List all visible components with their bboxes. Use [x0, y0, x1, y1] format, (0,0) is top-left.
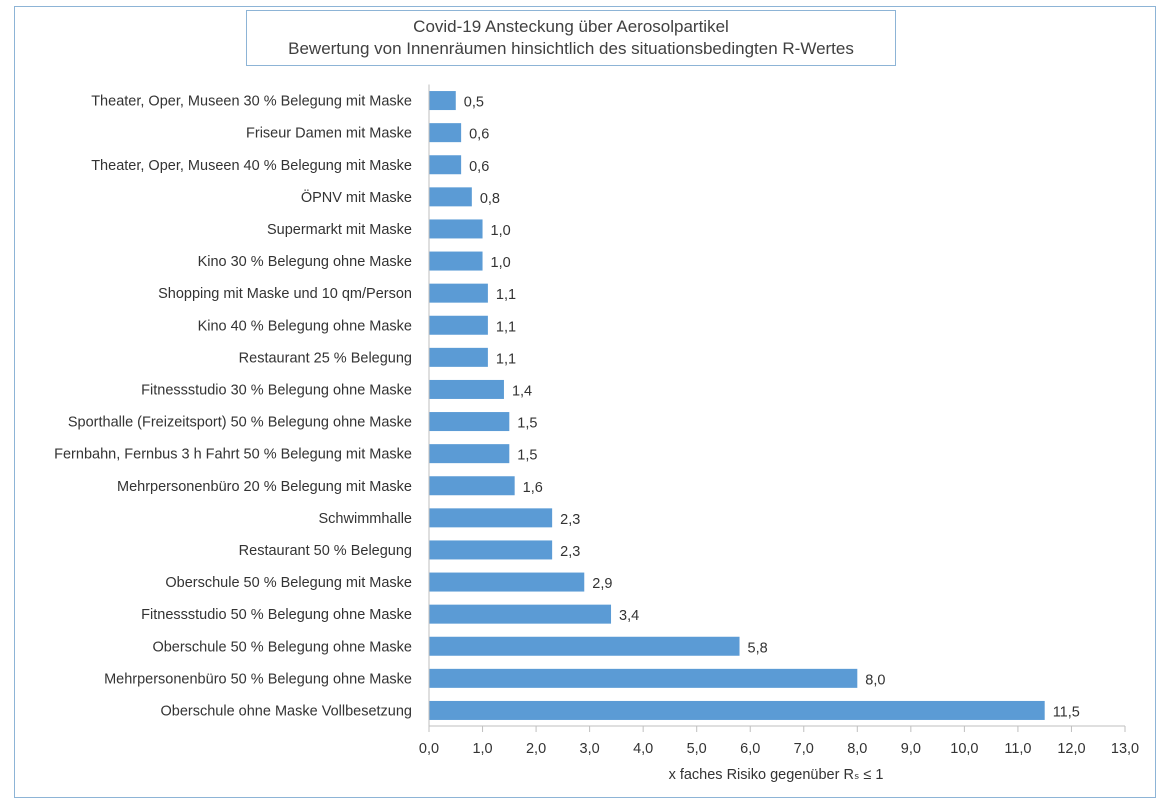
value-label: 3,4	[619, 608, 639, 624]
value-label: 5,8	[748, 640, 768, 656]
category-label: Oberschule 50 % Belegung ohne Maske	[152, 639, 412, 655]
bar	[429, 700, 1045, 720]
value-label: 11,5	[1053, 704, 1080, 720]
chart-title-box: Covid-19 Ansteckung über Aerosolpartikel…	[246, 10, 896, 66]
bar	[429, 283, 488, 303]
category-label: Fitnessstudio 30 % Belegung ohne Maske	[141, 382, 412, 398]
bar	[429, 123, 462, 143]
bar	[429, 91, 456, 111]
x-tick-label: 1,0	[472, 741, 492, 757]
value-label: 0,6	[469, 159, 489, 175]
value-label: 1,0	[491, 255, 511, 271]
x-tick-label: 3,0	[580, 741, 600, 757]
bar	[429, 187, 472, 207]
chart-title: Covid-19 Ansteckung über Aerosolpartikel	[413, 17, 729, 36]
value-label: 1,1	[496, 351, 516, 367]
bar	[429, 347, 488, 367]
category-label: Restaurant 25 % Belegung	[239, 350, 412, 366]
value-label: 1,5	[517, 448, 537, 464]
category-label: Kino 30 % Belegung ohne Maske	[198, 254, 412, 270]
category-label: Fitnessstudio 50 % Belegung ohne Maske	[141, 607, 412, 623]
category-label: Oberschule 50 % Belegung mit Maske	[165, 575, 412, 591]
category-label: Theater, Oper, Museen 30 % Belegung mit …	[91, 94, 412, 110]
value-label: 1,6	[523, 480, 543, 496]
bar	[429, 251, 483, 271]
bar	[429, 155, 462, 175]
x-axis: 0,0 1,0 2,0 3,0 4,0 5,0 6,0 7,0 8,0 9,0 10,0 11,0 12…	[419, 84, 1139, 757]
value-label: 0,6	[469, 127, 489, 143]
category-label: Kino 40 % Belegung ohne Maske	[198, 318, 412, 334]
category-label: ÖPNV mit Maske	[301, 188, 412, 206]
bar	[429, 508, 553, 528]
value-label: 8,0	[865, 672, 885, 688]
x-tick-label: 4,0	[633, 741, 653, 757]
category-label: Supermarkt mit Maske	[267, 222, 412, 238]
bar	[429, 315, 488, 335]
x-tick-label: 2,0	[526, 741, 546, 757]
x-tick-label: 13,0	[1111, 741, 1139, 757]
bar	[429, 412, 510, 432]
category-label: Sporthalle (Freizeitsport) 50 % Belegung…	[68, 415, 412, 431]
category-labels: Theater, Oper, Museen 30 % Belegung mit …	[54, 94, 412, 720]
category-label: Oberschule ohne Maske Vollbesetzung	[161, 703, 413, 719]
category-label: Mehrpersonenbüro 50 % Belegung ohne Mask…	[104, 671, 412, 687]
x-tick-label: 10,0	[950, 741, 978, 757]
category-label: Fernbahn, Fernbus 3 h Fahrt 50 % Belegun…	[54, 447, 412, 463]
bar	[429, 476, 515, 496]
bar	[429, 572, 585, 592]
bar	[429, 219, 483, 239]
bar	[429, 540, 553, 560]
value-label: 2,9	[592, 576, 612, 592]
bar	[429, 444, 510, 464]
x-tick-label: 0,0	[419, 741, 439, 757]
value-label: 0,5	[464, 95, 484, 111]
x-tick-label: 7,0	[794, 741, 814, 757]
x-tick-label: 11,0	[1004, 741, 1031, 757]
chart-subtitle: Bewertung von Innenräumen hinsichtlich d…	[288, 39, 854, 58]
value-label: 1,1	[496, 287, 516, 303]
chart-frame	[14, 6, 1156, 798]
category-label: Mehrpersonenbüro 20 % Belegung mit Maske	[117, 479, 412, 495]
bars-group	[429, 91, 1045, 720]
bar	[429, 636, 740, 656]
bar	[429, 668, 858, 688]
value-label: 2,3	[560, 512, 580, 528]
bar	[429, 379, 504, 399]
category-label: Friseur Damen mit Maske	[246, 126, 412, 142]
x-tick-label: 8,0	[847, 741, 867, 757]
category-label: Schwimmhalle	[319, 511, 412, 527]
bar	[429, 604, 612, 624]
x-tick-label: 5,0	[687, 741, 707, 757]
x-axis-title: x faches Risiko gegenüber Rₛ ≤ 1	[669, 767, 884, 783]
category-label: Shopping mit Maske und 10 qm/Person	[158, 286, 412, 302]
category-label: Theater, Oper, Museen 40 % Belegung mit …	[91, 158, 412, 174]
x-tick-label: 6,0	[740, 741, 760, 757]
value-label: 1,0	[491, 223, 511, 239]
x-tick-label: 9,0	[901, 741, 921, 757]
value-label: 1,4	[512, 383, 532, 399]
value-label: 2,3	[560, 544, 580, 560]
value-label: 0,8	[480, 191, 500, 207]
value-labels: 0,5 0,6 0,6 0,8 1,0 1,0 1,1 1,1 1,1 1,4 1,5 1,5 1,6 2…	[464, 95, 1080, 721]
value-label: 1,5	[517, 416, 537, 432]
x-tick-label: 12,0	[1057, 741, 1085, 757]
category-label: Restaurant 50 % Belegung	[239, 543, 412, 559]
value-label: 1,1	[496, 319, 516, 335]
